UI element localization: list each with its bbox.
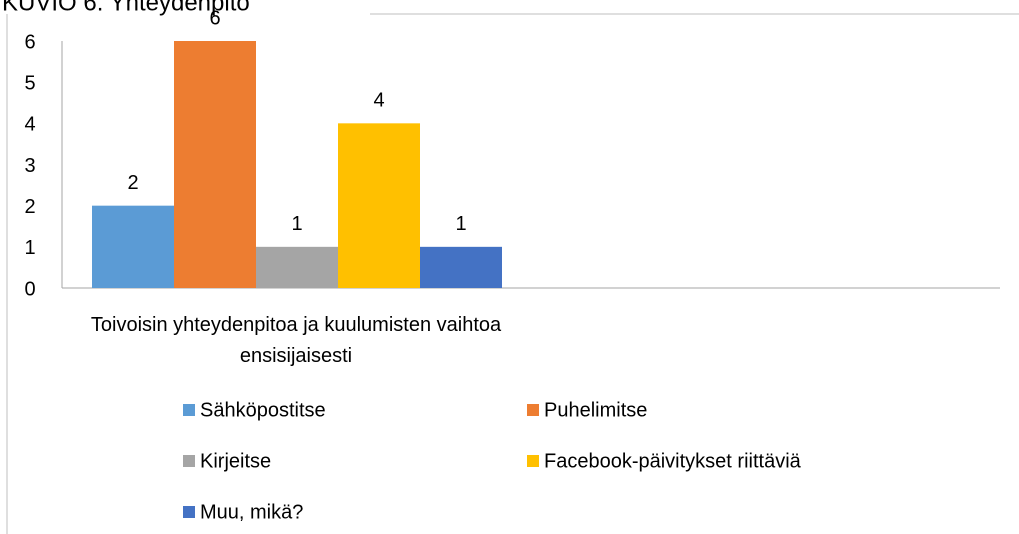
y-tick-label: 0 [24,278,35,300]
bar [92,205,174,288]
legend-label: Muu, mikä? [200,501,303,523]
legend-label: Facebook-päivitykset riittäviä [544,450,802,472]
legend-label: Puhelimitse [544,399,647,421]
legend-swatch [527,455,539,467]
y-tick-label: 3 [24,155,35,177]
bar [256,246,338,288]
legend-label: Sähköpostitse [200,399,326,421]
legend-swatch [183,455,195,467]
legend-swatch [183,404,195,416]
legend-swatch [527,404,539,416]
bar [420,246,502,288]
x-tick-label: Toivoisin yhteydenpitoa ja kuulumisten v… [90,314,502,367]
y-tick-label: 6 [24,31,35,53]
legend-label: Kirjeitse [200,450,271,472]
data-label: 1 [455,213,466,235]
data-label: 6 [209,7,220,29]
bar [338,123,420,288]
y-tick-label: 5 [24,72,35,94]
data-label: 1 [291,213,302,235]
y-tick-label: 4 [24,114,35,136]
data-label: 2 [127,172,138,194]
legend-swatch [183,506,195,518]
y-tick-label: 2 [24,196,35,218]
bar [174,41,256,288]
data-label: 4 [373,90,384,112]
y-tick-label: 1 [24,237,35,259]
chart-title: KUVIO 6. Yhteydenpito [2,0,250,16]
